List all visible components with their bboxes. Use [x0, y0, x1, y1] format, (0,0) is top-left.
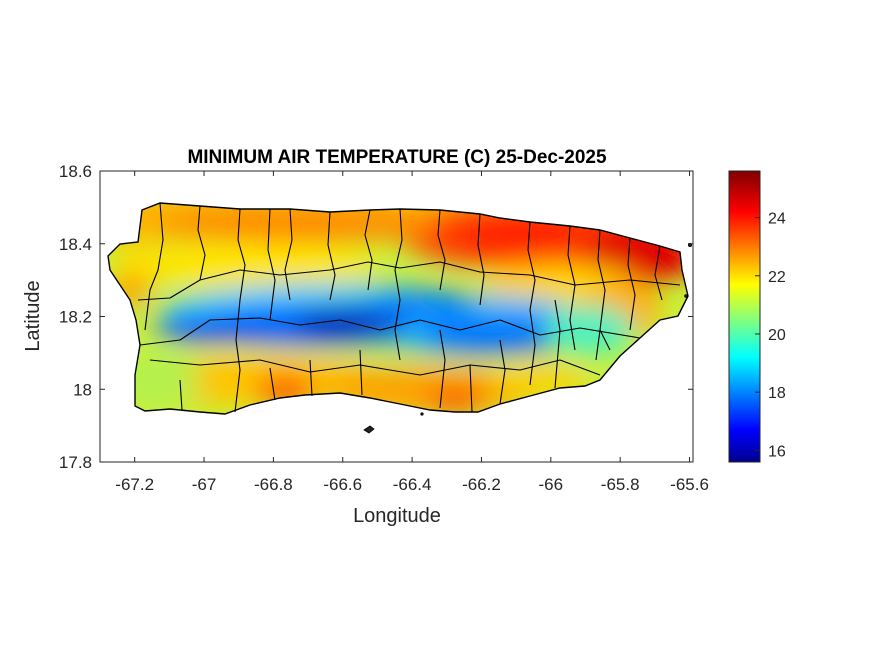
- x-tick-label: -66.4: [393, 475, 432, 494]
- x-tick-label: -66.2: [462, 475, 501, 494]
- map-title: MINIMUM AIR TEMPERATURE (C) 25-Dec-2025: [187, 147, 607, 168]
- y-tick-label: 17.8: [59, 453, 92, 472]
- colorbar-tick-label: 18: [768, 385, 786, 402]
- x-axis-label: Longitude: [353, 505, 441, 527]
- y-tick-label: 18: [73, 380, 92, 399]
- x-tick-label: -66: [539, 475, 564, 494]
- x-axis-ticks: -67.2 -67 -66.8 -66.6 -66.4 -66.2 -66 -65.8 -65.…: [115, 171, 709, 494]
- colorbar-ticks: 24 22 20 18 16: [755, 211, 786, 460]
- offshore-islets: [363, 242, 693, 434]
- x-tick-label: -67.2: [115, 475, 154, 494]
- x-tick-label: -67: [192, 475, 217, 494]
- colorbar-tick-label: 20: [768, 327, 786, 344]
- x-tick-label: -66.8: [254, 475, 293, 494]
- y-tick-label: 18.4: [59, 235, 92, 254]
- y-tick-label: 18.2: [59, 308, 92, 327]
- y-tick-label: 18.6: [59, 162, 92, 181]
- x-tick-label: -65.6: [670, 475, 709, 494]
- x-tick-label: -65.8: [601, 475, 640, 494]
- colorbar: [728, 170, 761, 463]
- y-axis-label: Latitude: [22, 280, 44, 351]
- colorbar-tick-label: 24: [768, 211, 786, 228]
- colorbar-tick-label: 16: [768, 443, 786, 460]
- colorbar-tick-label: 22: [768, 269, 786, 286]
- y-axis-ticks: 18.6 18.4 18.2 18 17.8: [59, 162, 693, 472]
- x-tick-label: -66.6: [323, 475, 362, 494]
- municipality-borders: [137, 202, 681, 413]
